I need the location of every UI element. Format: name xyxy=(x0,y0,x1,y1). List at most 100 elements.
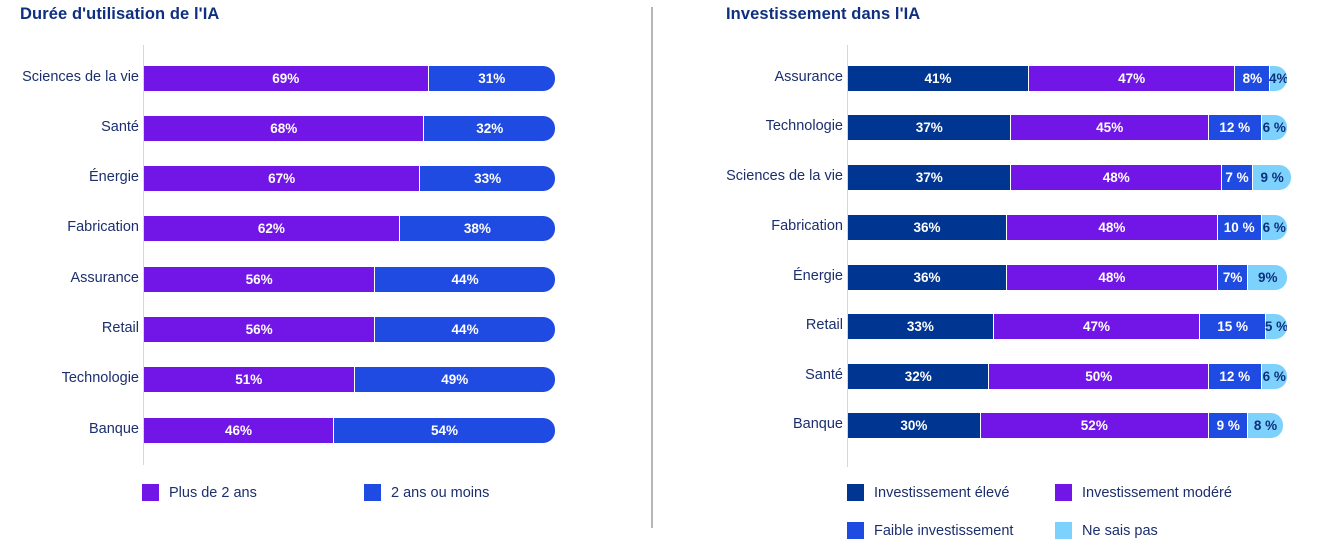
data-label: 36% xyxy=(913,220,941,235)
data-label: 48% xyxy=(1098,270,1126,285)
bar-segment-plus-de-2-ans: 56% xyxy=(144,267,375,292)
category-label-retail: Retail xyxy=(101,320,139,336)
bar-segment-2-ans-ou-moins: 38% xyxy=(398,216,555,241)
bar-segment-ne-sais-pas: 6 % xyxy=(1260,115,1287,140)
category-label-banque: Banque xyxy=(89,421,139,437)
bar-segment-plus-de-2-ans: 62% xyxy=(144,216,399,241)
bar-segment-faible-investissement: 10 % xyxy=(1216,215,1261,240)
bar-segment-investissement-eleve: 33% xyxy=(848,314,993,339)
data-label: 32% xyxy=(476,121,504,136)
bar-segment-investissement-modere: 50% xyxy=(988,364,1208,389)
data-label: 5 % xyxy=(1264,319,1287,334)
bar-segment-2-ans-ou-moins: 33% xyxy=(419,166,555,191)
data-label: 6 % xyxy=(1262,120,1286,135)
legend-swatch xyxy=(1055,522,1072,539)
data-label: 50% xyxy=(1085,369,1113,384)
bar-technologie: 37% 45% 12 % 6 % xyxy=(848,115,1287,140)
legend-swatch xyxy=(847,522,864,539)
legend-swatch xyxy=(364,484,381,501)
bar-assurance: 56% 44% xyxy=(144,267,555,292)
data-label: 8 % xyxy=(1253,418,1278,433)
data-label: 31% xyxy=(478,71,506,86)
data-label: 49% xyxy=(441,372,469,387)
data-label: 33% xyxy=(906,319,934,334)
category-label-sante: Santé xyxy=(805,367,843,383)
bar-segment-investissement-modere: 48% xyxy=(1010,165,1222,190)
bar-segment-ne-sais-pas: 5 % xyxy=(1265,314,1287,339)
data-label: 38% xyxy=(463,221,491,236)
bar-segment-investissement-modere: 47% xyxy=(992,314,1200,339)
bar-segment-ne-sais-pas: 6 % xyxy=(1260,215,1287,240)
legend-item-ne-sais-pas: Ne sais pas xyxy=(1055,522,1158,539)
data-label: 12 % xyxy=(1219,369,1251,384)
bar-energie: 67% 33% xyxy=(144,166,555,191)
chart-title-investment: Investissement dans l'IA xyxy=(726,5,921,23)
data-label: 32% xyxy=(904,369,932,384)
data-label: 54% xyxy=(431,423,459,438)
bar-segment-ne-sais-pas: 9 % xyxy=(1251,165,1292,190)
data-label: 9 % xyxy=(1216,418,1240,433)
bar-segment-faible-investissement: 7 % xyxy=(1221,165,1252,190)
data-label: 47% xyxy=(1118,71,1146,86)
data-label: 44% xyxy=(451,272,479,287)
bar-segment-investissement-eleve: 37% xyxy=(848,165,1011,190)
bar-segment-investissement-eleve: 41% xyxy=(848,66,1028,91)
data-label: 48% xyxy=(1102,170,1130,185)
bar-segment-2-ans-ou-moins: 44% xyxy=(374,267,555,292)
data-label: 6 % xyxy=(1262,369,1286,384)
legend-swatch xyxy=(1055,484,1072,501)
data-label: 4% xyxy=(1268,71,1287,86)
bar-segment-investissement-eleve: 36% xyxy=(848,265,1007,290)
legend-item-2-ans-ou-moins: 2 ans ou moins xyxy=(364,484,489,501)
data-label: 56% xyxy=(245,322,273,337)
bar-segment-faible-investissement: 9 % xyxy=(1207,413,1248,438)
bar-segment-investissement-eleve: 30% xyxy=(848,413,980,438)
data-label: 7 % xyxy=(1225,170,1249,185)
bar-fabrication: 62% 38% xyxy=(144,216,555,241)
data-label: 47% xyxy=(1083,319,1111,334)
legend-label: Ne sais pas xyxy=(1082,522,1158,539)
bar-segment-2-ans-ou-moins: 32% xyxy=(423,116,555,141)
bar-segment-plus-de-2-ans: 67% xyxy=(144,166,420,191)
bar-segment-plus-de-2-ans: 69% xyxy=(144,66,428,91)
data-label: 67% xyxy=(268,171,296,186)
category-label-energie: Énergie xyxy=(793,268,843,284)
bar-sante: 68% 32% xyxy=(144,116,555,141)
bar-banque: 30% 52% 9 % 8 % xyxy=(848,413,1283,438)
data-label: 46% xyxy=(225,423,253,438)
bar-segment-plus-de-2-ans: 51% xyxy=(144,367,354,392)
category-label-assurance: Assurance xyxy=(70,270,139,286)
bar-segment-investissement-modere: 48% xyxy=(1006,265,1217,290)
data-label: 56% xyxy=(245,272,273,287)
legend-swatch xyxy=(847,484,864,501)
bar-segment-investissement-eleve: 37% xyxy=(848,115,1011,140)
bar-segment-2-ans-ou-moins: 49% xyxy=(353,367,555,392)
bar-segment-faible-investissement: 7% xyxy=(1216,265,1248,290)
category-label-fabrication: Fabrication xyxy=(771,218,843,234)
bar-segment-plus-de-2-ans: 68% xyxy=(144,116,424,141)
bar-energie: 36% 48% 7% 9% xyxy=(848,265,1287,290)
bar-segment-faible-investissement: 15 % xyxy=(1199,314,1266,339)
bar-fabrication: 36% 48% 10 % 6 % xyxy=(848,215,1287,240)
data-label: 12 % xyxy=(1219,120,1251,135)
data-label: 36% xyxy=(913,270,941,285)
panel-divider xyxy=(651,7,653,528)
legend-label: Investissement modéré xyxy=(1082,484,1232,501)
category-label-fabrication: Fabrication xyxy=(67,219,139,235)
bar-segment-ne-sais-pas: 9% xyxy=(1247,265,1287,290)
bar-segment-plus-de-2-ans: 46% xyxy=(144,418,334,443)
legend-label: Investissement élevé xyxy=(874,484,1010,501)
bar-segment-investissement-modere: 47% xyxy=(1027,66,1235,91)
data-label: 68% xyxy=(270,121,298,136)
bar-sante: 32% 50% 12 % 6 % xyxy=(848,364,1287,389)
legend-item-investissement-modere: Investissement modéré xyxy=(1055,484,1232,501)
bar-segment-2-ans-ou-moins: 54% xyxy=(333,418,555,443)
category-label-technologie: Technologie xyxy=(765,118,843,134)
bar-segment-ne-sais-pas: 6 % xyxy=(1260,364,1287,389)
data-label: 15 % xyxy=(1217,319,1248,334)
bar-segment-investissement-modere: 52% xyxy=(979,413,1208,438)
chart-title-usage-duration: Durée d'utilisation de l'IA xyxy=(20,5,220,23)
data-label: 7% xyxy=(1222,270,1243,285)
bar-segment-investissement-modere: 45% xyxy=(1010,115,1208,140)
data-label: 30% xyxy=(900,418,928,433)
